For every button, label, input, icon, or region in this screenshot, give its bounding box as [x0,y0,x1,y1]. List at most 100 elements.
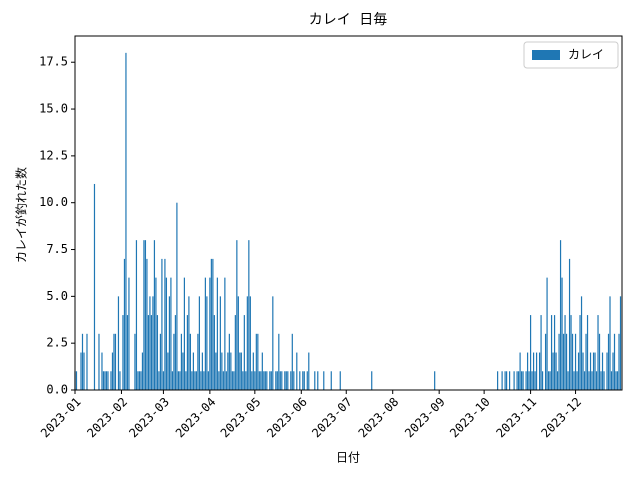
bar [561,277,563,390]
bar [509,371,511,390]
bar [128,277,130,390]
bar [83,352,85,390]
bar [594,352,596,390]
bar [236,240,238,390]
bar [191,371,193,390]
bar [323,371,325,390]
bar [570,315,572,390]
y-tick-label: 0.0 [46,383,68,397]
bar [93,183,96,390]
bar [240,352,242,390]
bar [565,333,568,390]
bar [198,296,200,390]
bar [185,371,187,390]
bar [122,315,124,390]
bar [222,371,224,390]
bar [299,371,301,390]
bar [113,333,115,390]
bar [152,296,154,390]
bar [207,371,209,390]
bar [107,371,109,390]
bar [206,296,208,390]
bar [583,371,586,390]
bar [134,333,136,390]
bar [81,333,84,390]
bar [189,333,191,390]
bar [125,52,127,390]
bar [218,371,220,390]
bar [272,296,274,390]
bar [204,277,206,390]
bar [140,371,142,390]
bar [110,371,112,390]
bar [520,371,523,390]
bar [80,352,82,390]
bar [546,277,548,390]
bar [610,371,613,390]
bar [501,371,503,390]
bar [252,352,254,390]
bar [549,371,551,390]
legend-swatch [532,50,560,60]
bar [562,333,565,390]
bar [149,296,151,390]
bar [246,296,248,390]
bar [225,371,227,390]
bar [176,202,178,390]
bar [195,371,197,390]
bar [522,371,524,390]
bar [296,352,298,390]
bar [588,371,590,390]
bar [516,371,518,390]
chart-title: カレイ 日毎 [309,12,387,28]
bar [228,333,230,390]
bar [517,371,520,390]
bar [371,371,373,390]
bar [98,333,100,390]
bar [135,240,138,390]
bar [126,315,129,390]
bar [306,371,308,390]
y-tick-label: 15.0 [39,102,68,116]
bar [227,352,229,390]
bar [544,333,547,390]
bar [314,371,316,390]
bar [576,371,578,390]
bar [263,371,265,390]
bar [168,296,171,390]
bar [567,371,569,390]
bar [525,371,527,390]
x-axis-label: 日付 [336,451,360,465]
bar [173,333,175,390]
y-tick-label: 10.0 [39,195,68,209]
bar [143,240,145,390]
bar [114,333,117,390]
bar [258,371,260,390]
bar [159,333,162,390]
bar [308,352,310,390]
bar [203,371,205,390]
y-tick-label: 5.0 [46,289,68,303]
bar [101,352,103,390]
bar [153,240,156,390]
bar [102,371,105,390]
bar [215,352,217,390]
bar [573,371,575,390]
bar [180,333,183,390]
bar [281,371,283,390]
bar [200,371,202,390]
bar [279,371,281,390]
bar [243,315,245,390]
bar [559,240,562,390]
bar [579,315,581,390]
bar [224,277,226,390]
y-tick-label: 7.5 [46,242,68,256]
bar [249,296,251,390]
bar [607,333,610,390]
bar [529,315,532,390]
bar [171,371,174,390]
bar [285,371,287,390]
bar [609,296,611,390]
bar [219,296,221,390]
